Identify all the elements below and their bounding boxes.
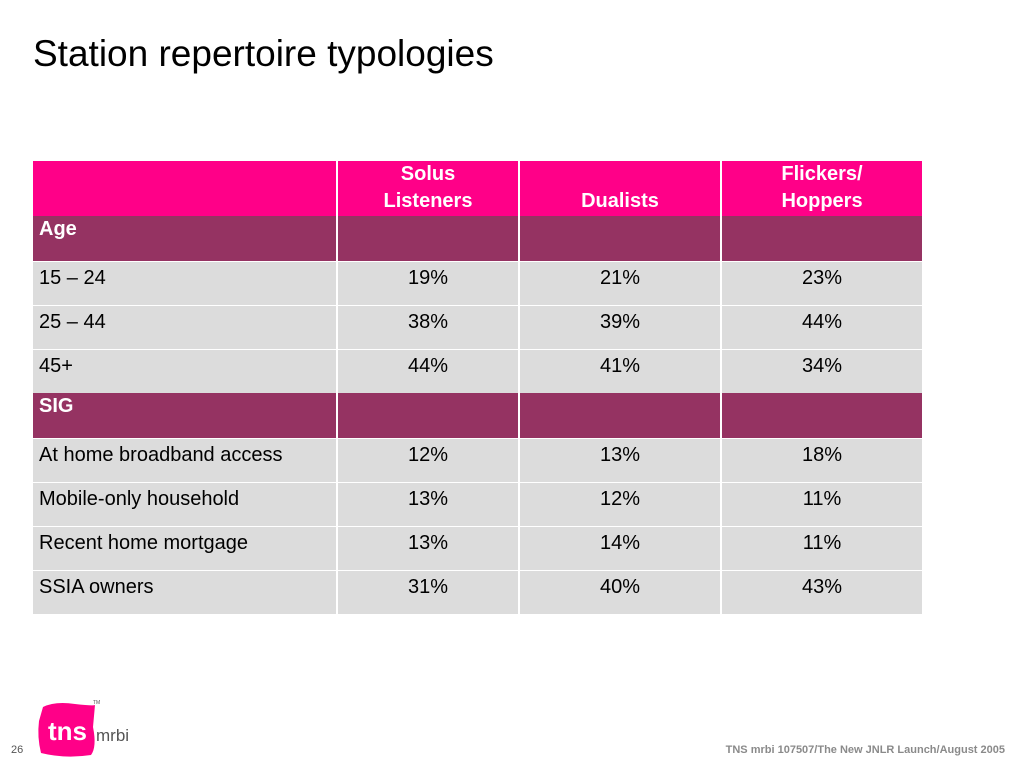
row-label: Recent home mortgage — [33, 525, 337, 570]
header-dualists: Dualists — [518, 161, 721, 216]
row-label: At home broadband access — [33, 437, 337, 482]
flickers-value: 43% — [720, 569, 922, 614]
logo-trademark: TM — [93, 700, 100, 706]
logo-tns-text: tns — [48, 716, 87, 746]
header-flickers-line1: Flickers/ — [781, 163, 863, 185]
section-row-sig: SIG — [33, 393, 922, 438]
tns-mrbi-logo: tns mrbi TM — [38, 700, 129, 757]
table-row: Mobile-only household 13% 12% 11% — [33, 481, 922, 526]
slide-title: Station repertoire typologies — [33, 33, 494, 74]
header-flickers-line2: Hoppers — [781, 190, 863, 212]
dualists-value: 21% — [518, 260, 721, 305]
flickers-value: 44% — [720, 304, 922, 349]
logo-mrbi-text: mrbi — [96, 726, 129, 745]
solus-value: 38% — [336, 304, 519, 349]
row-label: Mobile-only household — [33, 481, 337, 526]
header-blank-cell — [33, 161, 337, 216]
flickers-value: 11% — [720, 481, 922, 526]
flickers-value: 18% — [720, 437, 922, 482]
solus-value: 44% — [336, 348, 519, 393]
typology-table: Solus Listeners Dualists Flickers/ Hoppe… — [33, 161, 922, 614]
row-label: SSIA owners — [33, 569, 337, 614]
dualists-value: 40% — [518, 569, 721, 614]
solus-value: 13% — [336, 525, 519, 570]
dualists-value: 13% — [518, 437, 721, 482]
header-solus-listeners: Solus Listeners — [336, 161, 519, 216]
solus-value: 13% — [336, 481, 519, 526]
solus-value: 12% — [336, 437, 519, 482]
row-label: 45+ — [33, 348, 337, 393]
flickers-value: 11% — [720, 525, 922, 570]
footer-text: TNS mrbi 107507/The New JNLR Launch/Augu… — [725, 744, 1005, 756]
table-header-row: Solus Listeners Dualists Flickers/ Hoppe… — [33, 161, 922, 216]
table-row: SSIA owners 31% 40% 43% — [33, 569, 922, 614]
table-row: At home broadband access 12% 13% 18% — [33, 437, 922, 482]
table-row: 25 – 44 38% 39% 44% — [33, 304, 922, 349]
flickers-value: 23% — [720, 260, 922, 305]
flickers-value: 34% — [720, 348, 922, 393]
header-solus-line1: Solus — [400, 163, 456, 185]
row-label: 25 – 44 — [33, 304, 337, 349]
dualists-value: 12% — [518, 481, 721, 526]
dualists-value: 41% — [518, 348, 721, 393]
dualists-value: 39% — [518, 304, 721, 349]
table-row: Recent home mortgage 13% 14% 11% — [33, 525, 922, 570]
header-flickers-hoppers: Flickers/ Hoppers — [720, 161, 922, 216]
section-label: Age — [39, 218, 77, 240]
solus-value: 19% — [336, 260, 519, 305]
section-label: SIG — [39, 395, 74, 417]
section-row-age: Age — [33, 216, 922, 261]
table-row: 15 – 24 19% 21% 23% — [33, 260, 922, 305]
row-label: 15 – 24 — [33, 260, 337, 305]
dualists-value: 14% — [518, 525, 721, 570]
solus-value: 31% — [336, 569, 519, 614]
header-solus-line2: Listeners — [383, 190, 473, 212]
page-number: 26 — [11, 744, 24, 756]
table-row: 45+ 44% 41% 34% — [33, 348, 922, 393]
